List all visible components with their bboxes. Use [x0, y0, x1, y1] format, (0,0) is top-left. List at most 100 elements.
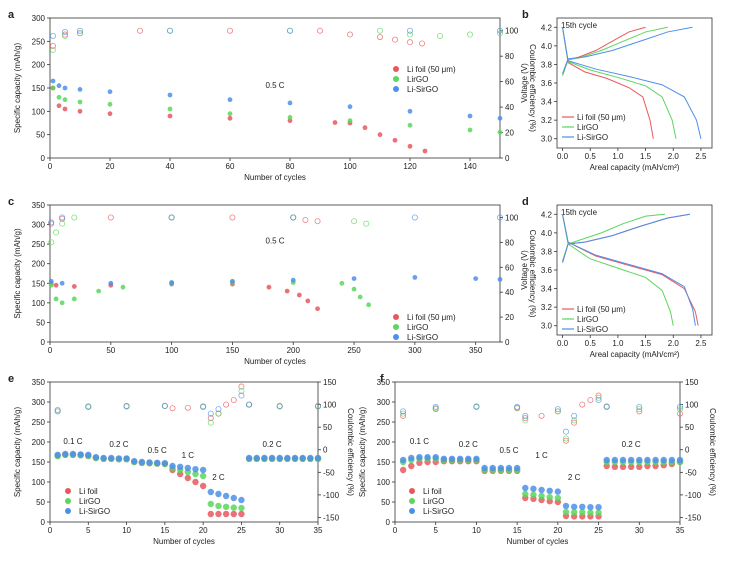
x-tick-label: 10 — [122, 526, 131, 535]
data-point — [407, 122, 413, 128]
data-point — [56, 83, 62, 89]
y2-tick-label: 80 — [505, 52, 514, 61]
ce-point — [466, 31, 473, 38]
rate-label: 1 C — [535, 451, 548, 460]
panel-label-e: e — [8, 373, 14, 385]
data-point — [167, 92, 173, 98]
y-tick-label: 3.6 — [541, 266, 553, 275]
y-tick-label: 50 — [36, 131, 45, 140]
data-point — [399, 466, 407, 474]
ce-point — [59, 220, 66, 227]
data-point — [215, 510, 222, 518]
data-point — [192, 466, 199, 473]
x-tick-label: 200 — [287, 346, 301, 355]
y2-tick-label: 0 — [505, 338, 510, 347]
ce-point — [400, 412, 407, 419]
data-point — [408, 462, 415, 470]
x-tick-label: 30 — [275, 526, 284, 535]
discharge-curve — [562, 214, 674, 326]
y2-axis-label: Coulombic efficiency (%) — [708, 408, 717, 496]
x-tick-label: 120 — [403, 162, 417, 171]
legend-marker — [393, 86, 399, 92]
data-point — [473, 455, 480, 462]
ce-point — [496, 27, 503, 34]
data-point — [522, 490, 529, 498]
ce-point — [48, 219, 55, 226]
ce-point — [54, 406, 61, 413]
ce-point — [363, 220, 370, 227]
ce-point — [230, 397, 237, 404]
ce-point — [391, 36, 398, 43]
x-tick-label: 35 — [314, 526, 323, 535]
x-tick-label: 0 — [48, 346, 53, 355]
y-tick-label: 150 — [377, 458, 391, 467]
x-tick-label: 5 — [86, 526, 91, 535]
y2-tick-label: -50 — [685, 468, 697, 477]
x-tick-label: 2.0 — [668, 339, 680, 348]
x-tick-label: 0.0 — [557, 339, 569, 348]
data-point — [619, 456, 627, 464]
data-point — [562, 508, 570, 516]
plot-frame — [49, 204, 501, 343]
y2-tick-label: 80 — [505, 238, 514, 247]
panel-title: 15th cycle — [561, 208, 598, 217]
legend-label: Li-SirGO — [79, 507, 110, 516]
ce-point — [496, 30, 503, 37]
y-axis-label: Voltage (V) — [520, 250, 529, 290]
y2-tick-label: 100 — [505, 27, 519, 36]
panel-title: 15th cycle — [561, 21, 598, 30]
data-point — [619, 463, 627, 470]
data-point — [53, 296, 59, 302]
ce-point — [53, 229, 60, 236]
ce-point — [223, 401, 230, 408]
ce-point — [50, 32, 57, 39]
ce-point — [229, 214, 236, 221]
y-tick-label: 250 — [32, 240, 46, 249]
y-tick-label: 50 — [36, 498, 45, 507]
data-point — [332, 120, 338, 125]
data-point — [339, 280, 345, 286]
x-tick-label: 10 — [472, 526, 481, 535]
y-tick-label: 3.4 — [541, 285, 553, 294]
data-point — [71, 296, 77, 302]
data-point — [422, 148, 428, 154]
data-point — [161, 460, 169, 467]
legend-marker — [65, 498, 71, 504]
data-point — [362, 125, 368, 131]
legend-label: Li-SirGO — [577, 325, 608, 334]
x-tick-label: 0.0 — [557, 152, 569, 161]
legend-label: Li-SirGO — [407, 85, 438, 94]
ce-point — [432, 403, 439, 410]
x-tick-label: 0.5 — [585, 152, 597, 161]
x-tick-label: 40 — [166, 162, 175, 171]
y-tick-label: 300 — [32, 14, 46, 23]
data-point — [48, 282, 54, 288]
ce-point — [207, 419, 214, 426]
data-point — [489, 464, 496, 472]
data-point — [227, 97, 233, 103]
x-tick-label: 50 — [106, 346, 115, 355]
data-point — [407, 143, 413, 149]
data-point — [56, 103, 62, 109]
ce-point — [59, 214, 66, 221]
data-point — [238, 496, 245, 504]
ce-point — [571, 417, 578, 424]
rate-label: 0.2 C — [622, 440, 641, 449]
legend-label: Li foil — [423, 487, 442, 496]
y2-tick-label: -100 — [323, 491, 340, 500]
data-point — [62, 106, 68, 112]
data-point — [50, 78, 56, 84]
ce-point — [418, 40, 425, 47]
data-point — [287, 100, 293, 106]
legend-label: LirGO — [407, 323, 428, 332]
y-tick-label: 3.4 — [541, 98, 553, 107]
panel-label-b: b — [522, 9, 529, 21]
data-point — [222, 510, 230, 518]
ce-point — [168, 214, 175, 221]
ce-point — [136, 27, 143, 34]
data-point — [636, 456, 643, 464]
ce-point — [207, 410, 214, 417]
data-point — [238, 510, 245, 518]
data-point — [416, 454, 423, 461]
